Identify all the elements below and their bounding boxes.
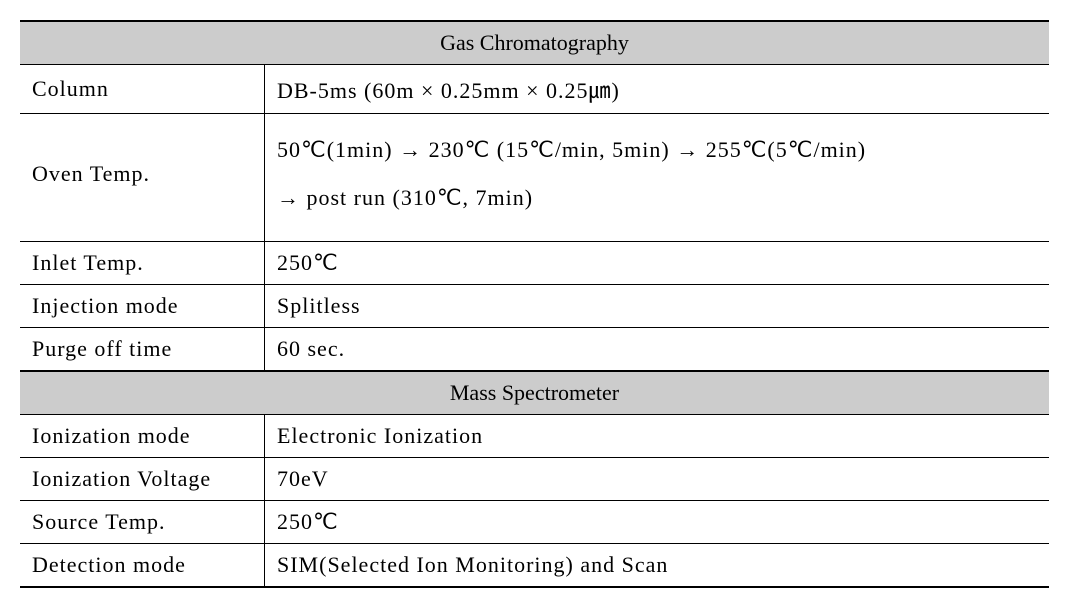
table-row: Oven Temp. 50℃(1min) → 230℃ (15℃/min, 5m… (20, 114, 1049, 242)
param-label: Oven Temp. (20, 114, 265, 242)
param-value: 60 sec. (265, 327, 1050, 371)
ms-section-header-row: Mass Spectrometer (20, 371, 1049, 415)
param-value: DB-5ms (60m × 0.25mm × 0.25㎛) (265, 65, 1050, 114)
parameters-table: Gas Chromatography Column DB-5ms (60m × … (20, 20, 1049, 588)
param-label: Injection mode (20, 284, 265, 327)
param-label: Ionization mode (20, 414, 265, 457)
param-label: Column (20, 65, 265, 114)
table-row: Column DB-5ms (60m × 0.25mm × 0.25㎛) (20, 65, 1049, 114)
param-label: Detection mode (20, 543, 265, 587)
param-value: SIM(Selected Ion Monitoring) and Scan (265, 543, 1050, 587)
table-row: Inlet Temp. 250℃ (20, 241, 1049, 284)
param-label: Source Temp. (20, 500, 265, 543)
param-value: Splitless (265, 284, 1050, 327)
gc-section-header: Gas Chromatography (20, 21, 1049, 65)
table-row: Purge off time 60 sec. (20, 327, 1049, 371)
param-value: 250℃ (265, 241, 1050, 284)
param-value: 250℃ (265, 500, 1050, 543)
table-row: Ionization Voltage 70eV (20, 457, 1049, 500)
parameters-table-container: Gas Chromatography Column DB-5ms (60m × … (20, 20, 1049, 588)
param-label: Purge off time (20, 327, 265, 371)
gc-section-header-row: Gas Chromatography (20, 21, 1049, 65)
table-row: Injection mode Splitless (20, 284, 1049, 327)
table-row: Detection mode SIM(Selected Ion Monitori… (20, 543, 1049, 587)
table-row: Ionization mode Electronic Ionization (20, 414, 1049, 457)
param-value: 70eV (265, 457, 1050, 500)
table-row: Source Temp. 250℃ (20, 500, 1049, 543)
param-value: Electronic Ionization (265, 414, 1050, 457)
param-label: Inlet Temp. (20, 241, 265, 284)
param-label: Ionization Voltage (20, 457, 265, 500)
param-value: 50℃(1min) → 230℃ (15℃/min, 5min) → 255℃(… (265, 114, 1050, 242)
ms-section-header: Mass Spectrometer (20, 371, 1049, 415)
